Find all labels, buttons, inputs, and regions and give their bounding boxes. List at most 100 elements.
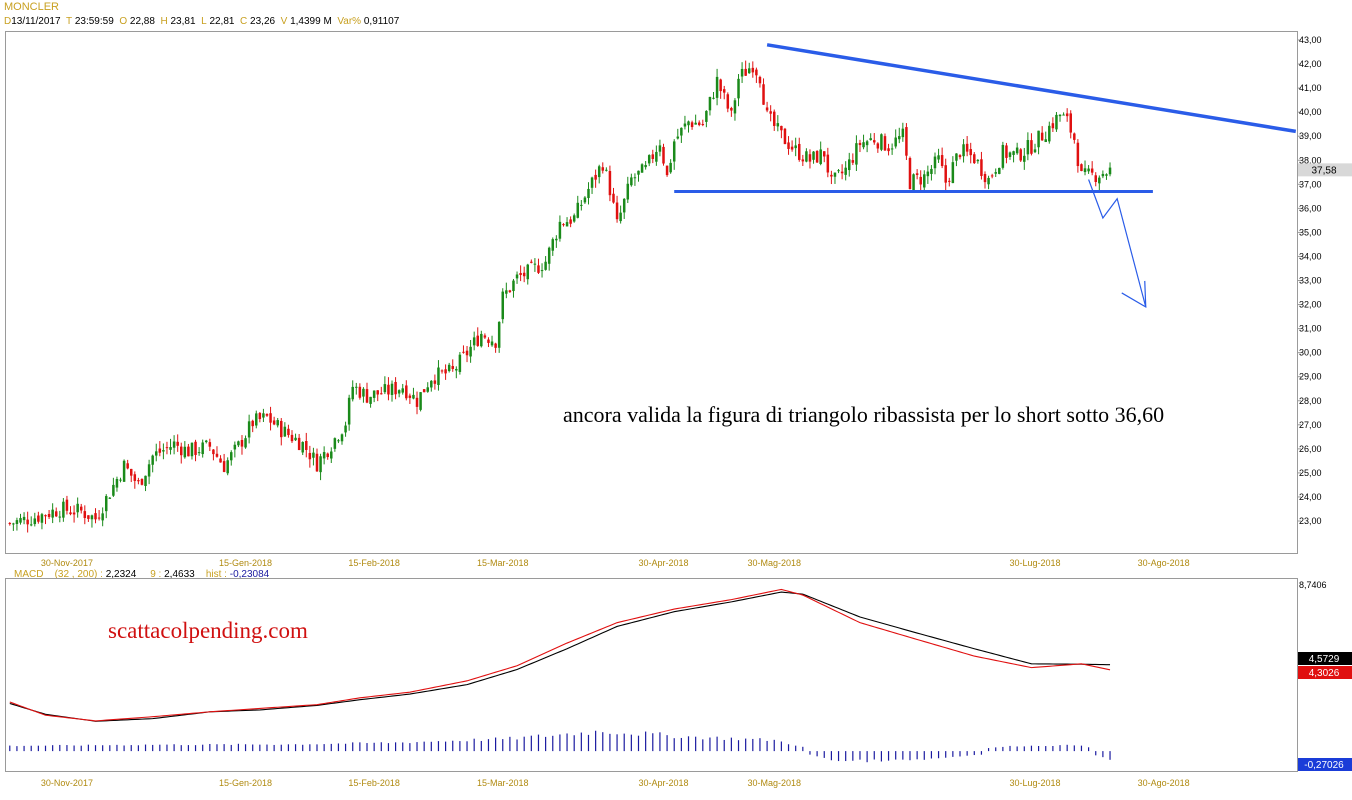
- hist-key: hist :: [205, 569, 227, 580]
- candle: [340, 433, 344, 445]
- candle: [269, 406, 272, 431]
- candle: [1008, 151, 1012, 160]
- candle: [926, 165, 930, 184]
- candle: [455, 366, 458, 379]
- candle: [526, 263, 530, 285]
- candle: [1026, 132, 1030, 161]
- candle: [1069, 110, 1072, 139]
- candle: [780, 125, 783, 139]
- low-key: L: [201, 16, 207, 27]
- candle: [719, 78, 722, 99]
- price-y-tick-label: 42,00: [1299, 59, 1322, 69]
- histogram-value-label: -0,27026: [1298, 758, 1352, 771]
- candle: [58, 510, 62, 523]
- candle: [819, 141, 822, 166]
- candle: [830, 170, 833, 185]
- candle: [862, 134, 865, 150]
- candle: [215, 446, 219, 458]
- analysis-annotation: ancora valida la figura di triangolo rib…: [563, 402, 1164, 427]
- price-x-tick-label: 15-Feb-2018: [348, 558, 400, 568]
- candle: [990, 173, 994, 179]
- candle: [237, 440, 240, 448]
- candle: [762, 78, 765, 105]
- candle: [276, 417, 279, 428]
- candle: [201, 439, 204, 458]
- high-key: H: [160, 16, 168, 27]
- candle: [1044, 131, 1047, 143]
- candle: [387, 377, 390, 401]
- candle: [662, 143, 665, 166]
- candle: [162, 443, 165, 460]
- candle: [29, 516, 33, 527]
- candle: [1040, 126, 1044, 141]
- candle: [380, 386, 383, 395]
- candle: [476, 327, 479, 347]
- macd-x-tick-label: 30-Lug-2018: [1009, 778, 1060, 788]
- price-panel-frame: [5, 31, 1298, 554]
- open-value: 22,88: [129, 16, 155, 27]
- candle: [658, 139, 662, 157]
- candle: [669, 159, 672, 174]
- candle: [101, 507, 104, 527]
- candle: [690, 120, 694, 130]
- candle: [858, 139, 862, 153]
- macd-line: [9, 591, 1111, 722]
- candle: [422, 389, 426, 393]
- candle: [222, 453, 226, 473]
- candle: [122, 459, 126, 482]
- macd-x-tick-label: 15-Mar-2018: [477, 778, 529, 788]
- candle: [1087, 165, 1090, 174]
- macd-params: (32 , 200) :: [54, 569, 103, 580]
- candle: [305, 432, 308, 458]
- time-value: 23:59:59: [74, 16, 114, 27]
- candle: [883, 133, 887, 151]
- candle: [898, 127, 901, 144]
- candle: [765, 101, 769, 113]
- candle: [697, 120, 701, 127]
- candle: [369, 396, 372, 408]
- candle: [923, 170, 926, 191]
- candle: [1101, 170, 1105, 179]
- candle: [515, 271, 519, 284]
- candle: [1001, 141, 1005, 170]
- price-y-tick-label: 43,00: [1299, 35, 1322, 45]
- candle: [747, 62, 751, 74]
- candle: [608, 165, 612, 202]
- price-y-tick-label: 24,00: [1299, 492, 1322, 502]
- candle: [744, 60, 747, 76]
- signal-value: 2,4633: [164, 569, 195, 580]
- candle: [665, 165, 669, 177]
- value-labels: 37,58 8,7406 4,5729 4,3026 -0,27026: [1298, 163, 1352, 771]
- candle: [1108, 162, 1112, 177]
- candle: [969, 142, 972, 164]
- candle: [772, 109, 776, 131]
- candle: [183, 441, 187, 459]
- candle: [1083, 160, 1087, 176]
- candle: [112, 477, 115, 497]
- volume-value: 1,4399 M: [290, 16, 332, 27]
- candle: [133, 471, 137, 489]
- price-y-tick-label: 32,00: [1299, 300, 1322, 310]
- candle: [358, 383, 362, 400]
- candle: [180, 442, 183, 464]
- svg-text:4,3026: 4,3026: [1309, 668, 1340, 679]
- candle: [558, 215, 562, 242]
- candle: [887, 143, 890, 156]
- price-y-tick-label: 39,00: [1299, 131, 1322, 141]
- candle: [226, 457, 229, 476]
- price-y-tick-label: 30,00: [1299, 348, 1322, 358]
- candle: [730, 106, 733, 117]
- candle: [619, 205, 622, 224]
- candle: [147, 459, 151, 485]
- candle: [1080, 163, 1083, 172]
- price-y-tick-label: 29,00: [1299, 372, 1322, 382]
- candle: [483, 333, 487, 339]
- candle: [365, 382, 369, 404]
- candle: [948, 177, 951, 187]
- candle: [108, 497, 112, 500]
- candle: [487, 337, 490, 348]
- date-key: D: [4, 16, 12, 27]
- candle: [915, 169, 919, 180]
- candle: [633, 173, 637, 186]
- candle: [126, 459, 129, 470]
